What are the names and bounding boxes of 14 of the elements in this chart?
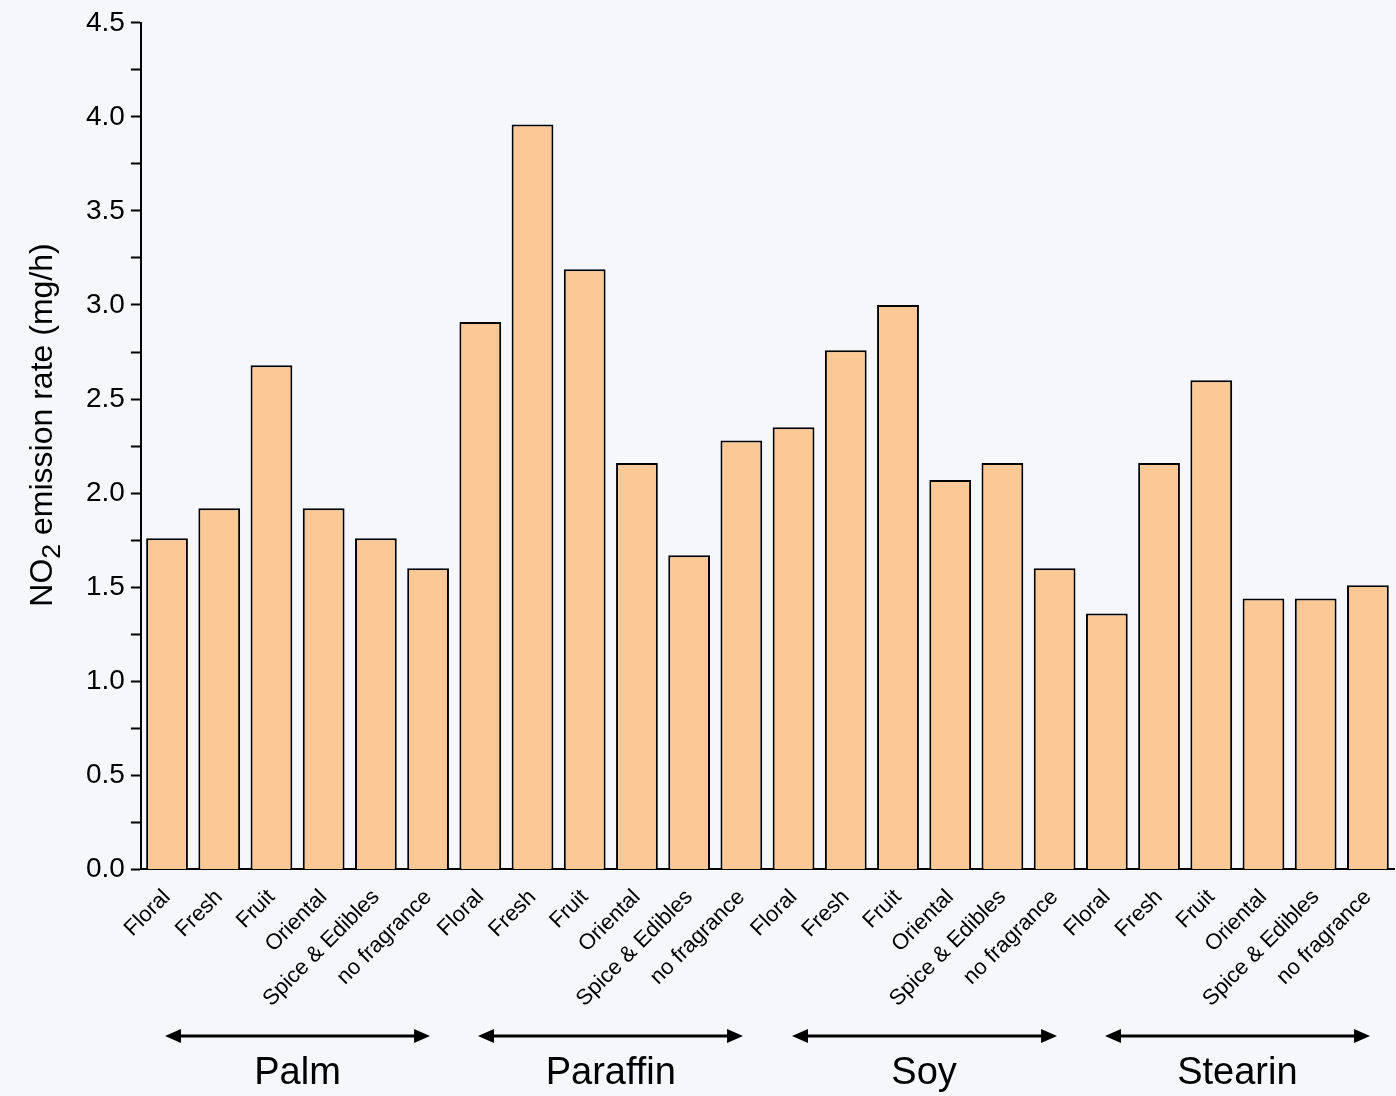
text: Soy xyxy=(891,1050,957,1093)
y-tick-label: 4.5 xyxy=(85,5,125,37)
y-tick-label: 2.5 xyxy=(85,381,125,413)
y-tick-label: 0.5 xyxy=(85,758,125,790)
text: Palm xyxy=(254,1050,341,1093)
y-tick-label: 3.0 xyxy=(85,287,125,319)
text: Paraffin xyxy=(545,1050,676,1093)
y-tick-label: 2.0 xyxy=(85,475,125,507)
y-tick-label: 1.0 xyxy=(85,663,125,695)
text: Stearin xyxy=(1177,1050,1298,1093)
y-tick-label: 3.5 xyxy=(85,193,125,225)
y-tick-label: 1.5 xyxy=(85,569,125,601)
y-tick-label: 4.0 xyxy=(85,99,125,131)
y-tick-label: 0.0 xyxy=(85,852,125,884)
